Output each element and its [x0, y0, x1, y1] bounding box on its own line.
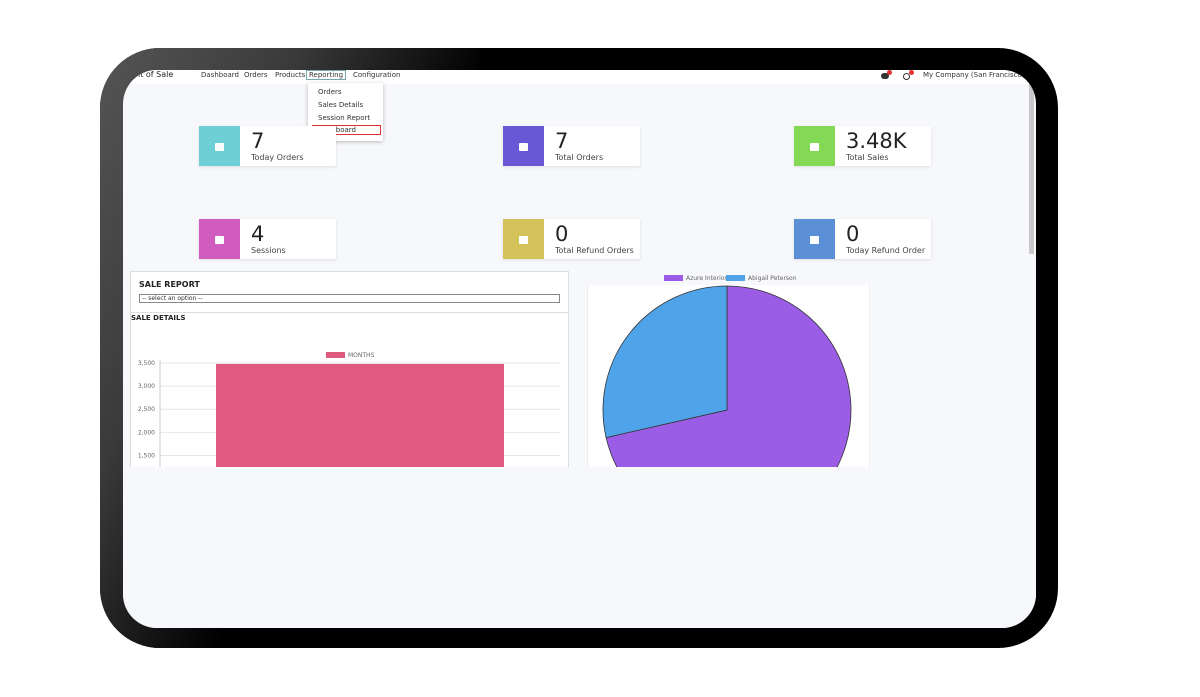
legend-swatch — [726, 275, 745, 281]
menu-item[interactable]: Orders — [244, 71, 268, 79]
menu-item[interactable]: Products — [275, 71, 306, 79]
card-icon — [794, 219, 835, 259]
dropdown-item[interactable]: Orders — [318, 88, 342, 96]
dropdown-item[interactable]: Sales Details — [318, 101, 364, 109]
card-glyph — [519, 236, 528, 244]
y-tick-label: 2,500 — [138, 406, 155, 413]
card-label: Total Sales — [846, 153, 889, 162]
stat-card: 4 Sessions — [199, 219, 336, 259]
y-tick-label: 2,000 — [138, 429, 155, 436]
card-label: Total Refund Orders — [555, 246, 634, 255]
stat-card: 3.48K Total Sales — [794, 126, 931, 166]
bar — [216, 363, 504, 467]
menu-item[interactable]: Dashboard — [201, 71, 239, 79]
card-label: Today Orders — [251, 153, 304, 162]
top-bar: oint of Sale My Company (San Francisco) … — [123, 70, 1036, 84]
select[interactable]: -- select an option -- — [139, 294, 560, 303]
screen: oint of Sale My Company (San Francisco) … — [123, 70, 1036, 628]
card-label: Total Orders — [555, 153, 604, 162]
stat-card: 0 Total Refund Orders — [503, 219, 640, 259]
dropdown-item[interactable]: Session Report — [318, 114, 371, 122]
card-icon — [199, 126, 240, 166]
card-value: 0 — [555, 222, 569, 246]
stat-card: 0 Today Refund Order — [794, 219, 931, 259]
card-icon — [503, 126, 544, 166]
legend-label: MONTHS — [348, 352, 375, 359]
menu-item[interactable]: Reporting — [306, 70, 347, 80]
badge — [909, 70, 914, 75]
separator — [131, 312, 568, 313]
card-glyph — [810, 236, 819, 244]
company[interactable]: My Company (San Francisco) — [923, 71, 1025, 79]
card-icon — [503, 219, 544, 259]
badge — [887, 70, 892, 75]
pie-slice — [605, 285, 852, 467]
dropdown: Orders Sales Details Session Report Dashboa… — [308, 83, 383, 141]
y-tick-label: 3,000 — [138, 383, 155, 390]
menu-item[interactable]: Configuration — [353, 71, 401, 79]
clock-icon — [903, 73, 910, 80]
legend-label: Azure Interior — [686, 275, 727, 282]
scrollbar[interactable] — [1029, 84, 1034, 254]
report-title: SALE REPORT — [139, 280, 200, 289]
details-title: SALE DETAILS — [131, 314, 186, 322]
pie-slice — [602, 285, 728, 439]
card-icon — [199, 219, 240, 259]
y-tick-label: 3,500 — [138, 360, 155, 367]
select-text: -- select an option -- — [142, 295, 203, 302]
charts: 1,500 2,000 2,500 3,000 3,500 MONTHS Azure Int… — [138, 275, 852, 467]
stat-card: 7 Today Orders — [199, 126, 336, 166]
legend-label: Abigail Peterson — [748, 275, 797, 282]
card-glyph — [215, 143, 224, 151]
legend-swatch — [664, 275, 683, 281]
card-glyph — [519, 143, 528, 151]
lower-area — [123, 467, 1036, 628]
card-label: Today Refund Order — [846, 246, 926, 255]
legend-swatch — [326, 352, 345, 358]
card-label: Sessions — [251, 246, 286, 255]
card-value: 4 — [251, 222, 265, 246]
card-icon — [794, 126, 835, 166]
card-value: 3.48K — [846, 129, 907, 153]
card-glyph — [215, 236, 224, 244]
card-value: 7 — [251, 129, 265, 153]
stat-card: 7 Total Orders — [503, 126, 640, 166]
card-glyph — [810, 143, 819, 151]
card-value: 7 — [555, 129, 569, 153]
chat-icon — [881, 73, 889, 79]
y-tick-label: 1,500 — [138, 452, 155, 459]
app-name: oint of Sale — [128, 70, 174, 79]
card-value: 0 — [846, 222, 860, 246]
